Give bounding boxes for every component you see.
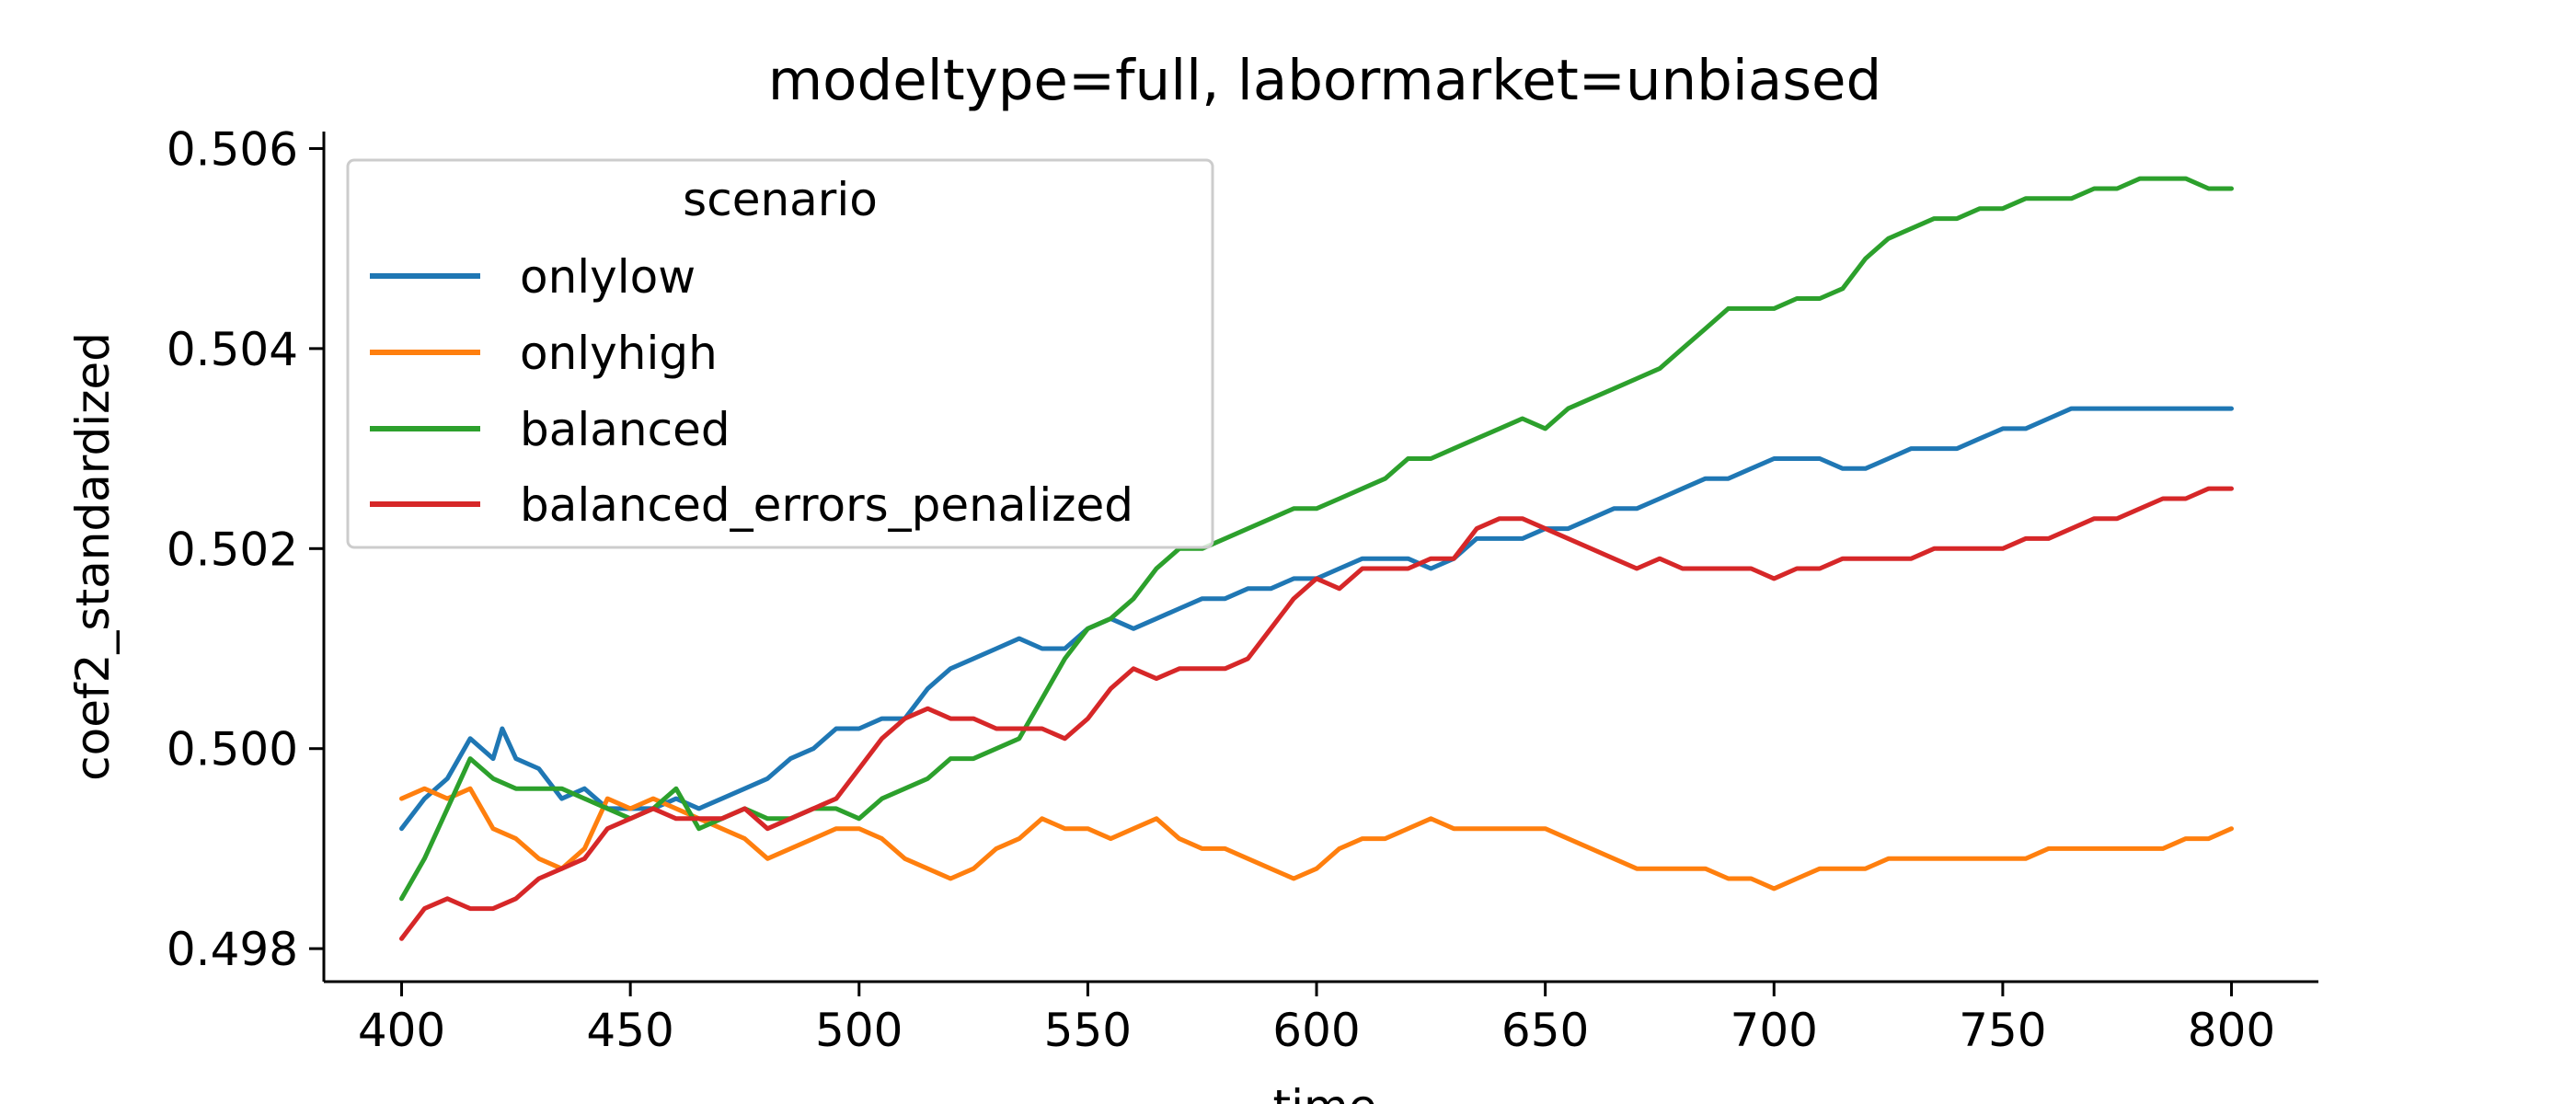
- y-axis-label: coef2_standardized: [66, 332, 120, 781]
- series-line-onlyhigh: [399, 786, 2234, 891]
- x-tick-label: 800: [2188, 1004, 2275, 1057]
- x-tick-label: 450: [586, 1004, 673, 1057]
- legend-label: balanced: [520, 403, 730, 456]
- x-tick-label: 650: [1501, 1004, 1589, 1057]
- y-tick-label: 0.502: [167, 523, 298, 576]
- x-tick-label: 750: [1959, 1004, 2046, 1057]
- y-tick-label: 0.500: [167, 723, 298, 776]
- y-tick-label: 0.498: [167, 923, 298, 976]
- y-axis-ticks: 0.498 0.500 0.502 0.504 0.506: [167, 122, 324, 976]
- legend-title: scenario: [683, 173, 878, 226]
- legend: scenario onlylow onlyhigh balanced balanced…: [346, 158, 1214, 549]
- legend-label: onlyhigh: [520, 327, 718, 380]
- chart-title: modeltype=full, labormarket=unbiased: [768, 48, 1882, 113]
- series-line-balanced: [399, 176, 2234, 902]
- y-tick-label: 0.504: [167, 323, 298, 376]
- legend-box: [346, 158, 1214, 549]
- legend-items: onlylow onlyhigh balanced balanced_errors_p…: [370, 250, 1133, 532]
- y-tick-label: 0.506: [167, 122, 298, 176]
- x-tick-label: 600: [1272, 1004, 1360, 1057]
- legend-label: onlylow: [520, 250, 696, 304]
- series-line-balanced_errors_penalized: [399, 486, 2234, 941]
- x-tick-label: 550: [1044, 1004, 1132, 1057]
- series-layer: [399, 176, 2234, 941]
- x-tick-label: 500: [815, 1004, 903, 1057]
- x-axis-ticks: 400 450 500 550 600 650 700 750 800: [358, 982, 2275, 1057]
- series-line-onlylow: [399, 406, 2234, 832]
- legend-label: balanced_errors_penalized: [520, 478, 1133, 532]
- x-axis-label: time: [1273, 1080, 1377, 1104]
- x-tick-label: 700: [1731, 1004, 1818, 1057]
- x-tick-label: 400: [358, 1004, 445, 1057]
